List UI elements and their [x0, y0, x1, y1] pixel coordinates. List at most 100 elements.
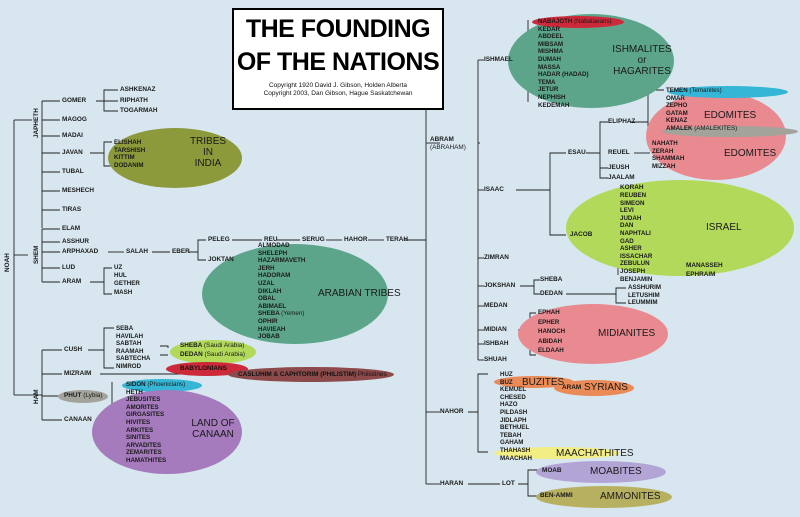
- jacob: JACOB: [570, 231, 593, 238]
- japheth-label: JAPHETH: [33, 108, 40, 138]
- maachah: MAACHAH: [500, 454, 532, 462]
- sheba-yemen: SHEBA (Yemen): [258, 310, 305, 318]
- joktan: JOKTAN: [208, 256, 234, 263]
- ammonites-ellipse: [536, 486, 672, 508]
- edomites-label-1: EDOMITES: [704, 110, 757, 121]
- javan: JAVAN: [62, 149, 83, 156]
- zemarites: ZEMARITES: [126, 449, 162, 457]
- reuel-sons: NAHATH ZERAH SHAMMAH MIZZAH: [652, 140, 684, 170]
- hul: HUL: [114, 271, 127, 279]
- jokshan: JOKSHAN: [484, 282, 516, 289]
- epher: EPHER: [538, 318, 560, 326]
- midianites-ellipse: [518, 304, 668, 364]
- abram: ABRAM (ABRAHAM): [430, 136, 466, 151]
- jetur: JETUR: [538, 86, 559, 94]
- meshech: MESHECH: [62, 187, 94, 194]
- shuah: SHUAH: [484, 356, 507, 363]
- mibsam: MIBSAM: [538, 40, 564, 48]
- riphath: RIPHATH: [120, 97, 148, 104]
- reuel: REUEL: [608, 149, 630, 156]
- ishmaelites-label: ISHMALITES or HAGARITES: [612, 44, 672, 77]
- joktan-sons: ALMODAD SHELEPH HAZARMAVETH JERH HADORAM…: [258, 242, 305, 341]
- moab: MOAB: [542, 467, 562, 474]
- temen: TEMEN (Temanites): [666, 87, 722, 94]
- sheba-saudi: SHEBA (Saudi Arabia): [180, 342, 245, 349]
- hanoch: HANOCH: [538, 328, 566, 336]
- jacob-sons: REUBEN SIMEON LEVI JUDAH DAN NAPHTALI GA…: [620, 192, 652, 283]
- bethuel: BETHUEL: [500, 424, 530, 432]
- eliphaz-sons: TEMEN (Temanites) OMAR ZEPHO GATAM KENAZ…: [666, 87, 737, 133]
- hadoram: HADORAM: [258, 272, 291, 280]
- moabites-ellipse: [536, 461, 666, 483]
- gomer: GOMER: [62, 97, 87, 104]
- hamathites: HAMATHITES: [126, 456, 167, 464]
- benjamin: BENJAMIN: [620, 275, 653, 283]
- arabian-tribes-ellipse: [202, 244, 388, 344]
- babylonians: BABYLONIANS: [180, 365, 227, 372]
- dedan-sons: ASSHURIM LETUSHIM LEUMMIM: [628, 284, 661, 307]
- mishma: MISHMA: [538, 48, 564, 56]
- tubal: TUBAL: [62, 168, 84, 175]
- abimael: ABIMAEL: [258, 302, 287, 310]
- tarshish: TARSHISH: [114, 146, 146, 154]
- serug: SERUG: [302, 236, 325, 243]
- hazarmaveth: HAZARMAVETH: [258, 257, 306, 265]
- thahash: THAHASH: [500, 446, 531, 454]
- kedar: KEDAR: [538, 25, 561, 33]
- simeon: SIMEON: [620, 199, 645, 207]
- nahor: NAHOR: [440, 408, 464, 415]
- dan: DAN: [620, 222, 634, 230]
- mizzah: MIZZAH: [652, 162, 676, 170]
- javan-sons: ELISHAH TARSHISH KITTIM DODANIM: [114, 139, 145, 169]
- land-canaan-ellipse: [92, 390, 242, 474]
- togarmah: TOGARMAH: [120, 107, 158, 114]
- lot: LOT: [502, 480, 515, 487]
- huz: HUZ: [500, 371, 513, 378]
- uz: UZ: [114, 264, 123, 271]
- arabian-tribes-label: ARABIAN TRIBES: [318, 288, 401, 299]
- zebulun: ZEBULUN: [620, 260, 650, 268]
- title-line-2: OF THE NATIONS: [236, 48, 440, 76]
- mash: MASH: [114, 288, 133, 296]
- jeush: JEUSH: [608, 164, 630, 171]
- ashkenaz: ASHKENAZ: [120, 86, 156, 93]
- eliphaz: ELIPHAZ: [608, 118, 636, 125]
- tema: TEMA: [538, 78, 556, 86]
- uzal: UZAL: [258, 279, 275, 287]
- omar: OMAR: [666, 94, 685, 102]
- sheleph: SHELEPH: [258, 249, 288, 257]
- mizraim: MIZRAIM: [64, 370, 92, 377]
- babylonians-ellipse: [166, 362, 248, 376]
- ham-label: HAM: [33, 389, 40, 404]
- reu: REU: [264, 236, 278, 243]
- jerh: JERH: [258, 264, 275, 272]
- hazo: HAZO: [500, 401, 518, 409]
- phut-ellipse: [58, 390, 108, 403]
- buz: BUZ: [500, 378, 513, 386]
- arkites: ARKITES: [126, 426, 154, 434]
- hahor: HAHOR: [344, 236, 368, 243]
- tiras: TIRAS: [62, 206, 82, 213]
- esau: ESAU: [568, 149, 586, 156]
- manasseh: MANASSEH: [686, 262, 723, 269]
- shammah: SHAMMAH: [652, 155, 685, 163]
- jebusites: JEBUSITES: [126, 396, 161, 404]
- copyright-line-2: Copyright 2003, Dan Gibson, Hague Saskat…: [263, 90, 413, 97]
- ophir: OPHIR: [258, 317, 278, 325]
- magog: MAGOG: [62, 116, 87, 123]
- korah: KORAH: [620, 184, 644, 191]
- massa: MASSA: [538, 63, 561, 71]
- dumah: DUMAH: [538, 55, 562, 63]
- nephish: NEPHISH: [538, 93, 566, 101]
- kenaz: KENAZ: [666, 117, 688, 125]
- aram: ARAM: [62, 278, 82, 285]
- lud: LUD: [62, 264, 76, 271]
- nabajoth: NABAJOTH (Nabataeans): [538, 18, 612, 25]
- seba: SEBA: [116, 325, 134, 332]
- sabtecha: SABTECHA: [116, 355, 151, 363]
- tebah: TEBAH: [500, 431, 522, 439]
- havieah: HAVIEAH: [258, 325, 286, 333]
- haran: HARAN: [440, 480, 464, 487]
- joseph: JOSEPH: [620, 267, 646, 275]
